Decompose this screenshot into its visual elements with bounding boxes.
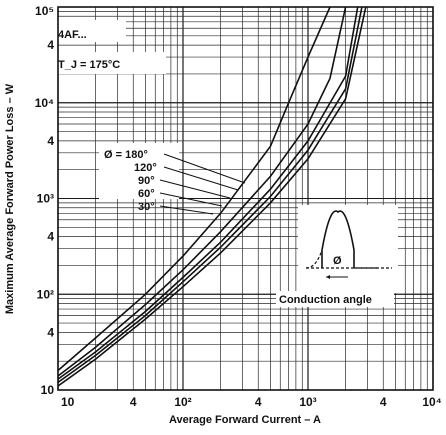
x-tick-label: 4 [380, 395, 387, 409]
y-tick-label: 4 [47, 230, 54, 244]
y-tick-labels: 10 4 10² 4 10³ 4 10⁴ 4 10⁵ [35, 4, 55, 397]
leader-90 [159, 179, 231, 199]
x-tick-label: 10³ [299, 395, 316, 409]
conduction-angle-label: Conduction angle [279, 294, 372, 306]
leader-60 [159, 192, 223, 207]
y-tick-label: 10³ [37, 192, 54, 206]
angle-label-90: 90° [138, 175, 155, 187]
x-tick-label: 4 [255, 395, 262, 409]
angle-label-120: 120° [134, 162, 157, 174]
leader-180 [163, 153, 246, 184]
y-axis-label: Maximum Average Forward Power Loss – W [4, 83, 16, 314]
x-tick-label: 4 [130, 395, 137, 409]
series-line-60 [57, 6, 347, 377]
angle-leader-lines [159, 153, 246, 215]
y-tick-label: 4 [47, 325, 54, 339]
device-label-bg [54, 20, 126, 42]
curves [57, 6, 367, 387]
conduction-inset-bg [298, 205, 398, 293]
angle-header-label: Ø = 180° [104, 149, 148, 161]
x-axis-label: Average Forward Current – A [169, 414, 321, 426]
series-line-30 [57, 6, 331, 372]
y-tick-label: 4 [47, 134, 54, 148]
y-tick-label: 10 [41, 383, 55, 397]
leader-120 [163, 166, 239, 191]
y-tick-label: 10⁵ [35, 4, 54, 18]
y-tick-label: 10² [37, 287, 54, 301]
temperature-label: T_J = 175°C [58, 59, 120, 71]
x-tick-labels: 10 4 10² 4 10³ 4 10⁴ [61, 395, 442, 409]
temp-label-bg [54, 52, 166, 74]
angle-labels-bg [99, 143, 179, 199]
y-tick-label: 4 [47, 38, 54, 52]
conduction-label-bg [276, 291, 394, 307]
x-tick-label: 10² [174, 395, 191, 409]
leader-30 [159, 205, 214, 215]
phi-symbol: Ø [333, 255, 342, 267]
series-line-180 [57, 6, 367, 387]
angle-label-60: 60° [138, 188, 155, 200]
y-tick-label: 10⁴ [35, 96, 54, 110]
device-label: 4AF... [58, 29, 87, 41]
conduction-waveform-icon [305, 210, 392, 279]
plot-frame [57, 6, 434, 391]
x-tick-label: 10 [61, 395, 75, 409]
x-tick-label: 10⁴ [422, 395, 441, 409]
series-line-90 [57, 6, 359, 380]
series-line-120 [57, 6, 363, 384]
angle-label-30: 30° [138, 201, 155, 213]
